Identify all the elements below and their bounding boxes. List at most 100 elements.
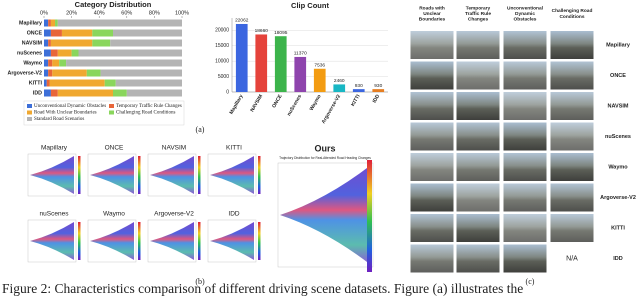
bar-segment bbox=[113, 29, 182, 37]
photo bbox=[550, 153, 594, 181]
plot-title: IDD bbox=[228, 211, 240, 218]
trajectory-fan bbox=[30, 222, 74, 260]
x-tick-label: IDD bbox=[372, 93, 382, 104]
bar-segment bbox=[126, 89, 182, 97]
row-label: IDD bbox=[613, 256, 623, 262]
column-header: Unconventional Dynamic Obstacles bbox=[507, 6, 543, 23]
photo bbox=[456, 244, 500, 273]
bar-segment bbox=[55, 19, 58, 27]
y-tick-label: ONCE bbox=[27, 30, 43, 36]
bar-segment bbox=[52, 59, 60, 67]
photo bbox=[410, 31, 454, 59]
x-tick-label: ONCE bbox=[271, 93, 284, 109]
chart-title: Category Distribution bbox=[75, 0, 152, 9]
photo bbox=[503, 31, 547, 59]
legend-swatch bbox=[27, 110, 32, 115]
photo bbox=[503, 244, 547, 273]
bar-segment bbox=[44, 59, 49, 67]
legend-label: Unconventional Dynamic Obstacles bbox=[34, 104, 106, 109]
bar-segment bbox=[50, 89, 58, 97]
photo bbox=[456, 183, 500, 212]
photo bbox=[410, 61, 454, 90]
bar-segment bbox=[92, 29, 113, 37]
photo bbox=[550, 122, 594, 151]
plot-subtitle: Trajectory Distribution for Real-Attende… bbox=[279, 156, 371, 160]
colorbar bbox=[367, 160, 372, 272]
photo bbox=[550, 214, 594, 242]
y-tick-label: KITTI bbox=[29, 80, 43, 86]
legend-swatch bbox=[27, 104, 32, 108]
bar-segment bbox=[48, 59, 53, 67]
trajectory-fan bbox=[30, 156, 74, 194]
trajectory-fan bbox=[150, 222, 194, 260]
colorbar bbox=[258, 156, 261, 194]
x-tick-label: Waymo bbox=[309, 94, 323, 112]
bar-segment bbox=[57, 49, 72, 57]
bar-segment bbox=[44, 79, 47, 87]
trajectory-fan bbox=[150, 156, 194, 194]
bar-segment bbox=[44, 69, 49, 77]
colorbar bbox=[138, 222, 141, 260]
caption: Figure 2: Characteristics comparison of … bbox=[2, 281, 523, 296]
bar-segment bbox=[48, 39, 51, 47]
photo bbox=[410, 92, 454, 120]
y-tick-label: 20000 bbox=[215, 28, 229, 34]
row-label: ONCE bbox=[610, 73, 626, 79]
plot-title: Argoverse-V2 bbox=[154, 211, 194, 218]
x-tick-label: 80% bbox=[149, 10, 160, 16]
bar bbox=[255, 34, 268, 92]
photo bbox=[456, 92, 500, 120]
legend-box bbox=[23, 100, 185, 126]
photo bbox=[456, 122, 500, 151]
value-label: 7536 bbox=[314, 63, 325, 69]
column-header: Roads with Unclear Boundaries bbox=[419, 6, 446, 23]
bar bbox=[333, 84, 346, 92]
x-tick-label: 0% bbox=[40, 10, 48, 16]
bar-segment bbox=[115, 79, 182, 87]
y-tick-label: 0 bbox=[226, 89, 229, 95]
trajectory-fan bbox=[90, 156, 134, 194]
legend-label: Challenging Road Conditions bbox=[116, 111, 175, 116]
bar-segment bbox=[48, 69, 53, 77]
column-header: Temporary Traffic Rule Changes bbox=[465, 6, 491, 23]
bar-segment bbox=[104, 79, 116, 87]
bar-segment bbox=[50, 29, 62, 37]
missing-label: N/A bbox=[566, 256, 578, 263]
bar-segment bbox=[44, 49, 51, 57]
plot-title: nuScenes bbox=[40, 211, 70, 218]
panel-label: (b) bbox=[195, 277, 205, 286]
x-tick-label: 40% bbox=[94, 10, 105, 16]
bar-segment bbox=[92, 39, 111, 47]
x-tick-label: KITTI bbox=[350, 93, 362, 107]
photo bbox=[410, 183, 454, 212]
row-label: NAVSIM bbox=[608, 104, 629, 110]
colorbar bbox=[258, 222, 261, 260]
bar bbox=[294, 56, 307, 92]
colorbar bbox=[198, 156, 201, 194]
bar-segment bbox=[110, 39, 182, 47]
plot-title: Waymo bbox=[103, 211, 125, 218]
bar-segment bbox=[61, 29, 93, 37]
row-label: KITTI bbox=[611, 226, 625, 232]
legend-swatch bbox=[109, 104, 114, 108]
y-tick-label: 15000 bbox=[215, 43, 229, 49]
photo bbox=[456, 153, 500, 181]
panel-label: (c) bbox=[526, 277, 535, 286]
y-tick-label: NAVSIM bbox=[22, 40, 43, 46]
bar-segment bbox=[50, 49, 58, 57]
value-label: 2460 bbox=[334, 78, 345, 84]
bar-segment bbox=[100, 69, 182, 77]
photo bbox=[503, 61, 547, 90]
trajectory-fan bbox=[280, 165, 371, 265]
x-tick-label: Argoverse-V2 bbox=[321, 93, 343, 124]
panel-label: (a) bbox=[196, 125, 205, 134]
x-tick-label: 100% bbox=[175, 10, 189, 16]
bar-segment bbox=[50, 39, 93, 47]
y-tick-label: 5000 bbox=[218, 74, 229, 80]
plot-title: Mapillary bbox=[41, 145, 68, 152]
bar bbox=[235, 23, 248, 92]
bar-segment bbox=[52, 69, 87, 77]
bar bbox=[313, 68, 326, 92]
value-label: 22062 bbox=[235, 18, 249, 24]
